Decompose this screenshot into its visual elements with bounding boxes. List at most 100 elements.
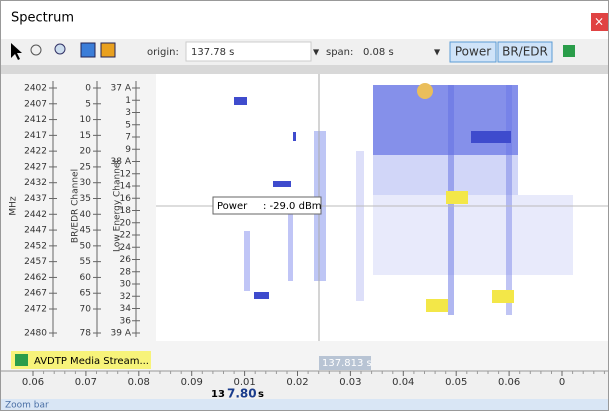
signal-stripe [244, 231, 250, 291]
zoom-bar[interactable] [1, 399, 608, 410]
color-tool[interactable] [100, 42, 116, 58]
mhz-tick-label: 2412 [24, 115, 47, 125]
time-tick-label: 0.08 [128, 377, 150, 388]
time-tick-label: 0.09 [181, 377, 203, 388]
le-tick-label: 9 [125, 145, 131, 155]
hand-tool[interactable] [30, 44, 42, 56]
le-tick-label: 7 [125, 133, 131, 143]
bredr-axis-title: BR/EDR Channel [71, 169, 81, 243]
signal-burst [471, 131, 511, 143]
mhz-tick-label: 2462 [24, 273, 47, 283]
time-tick-label: 0.05 [445, 377, 467, 388]
le-tick-label: 22 [120, 231, 131, 241]
axes: 2402240724122417242224272432243724422447… [24, 81, 140, 339]
bredr-tick-label: 30 [80, 178, 92, 188]
time-center-value: 7.80 [227, 387, 257, 401]
origin-value[interactable]: 137.78 s [191, 47, 234, 58]
le-tick-label: 28 [120, 267, 132, 277]
time-center-prefix: 13 [211, 389, 225, 400]
le-tick-label: 20 [120, 218, 132, 228]
bredr-button-label[interactable]: BR/EDR [502, 45, 548, 59]
bredr-tick-label: 55 [80, 257, 91, 267]
mhz-tick-label: 2442 [24, 210, 47, 220]
time-axis: 0.06 0.07 0.08 0.09 0.01 0.02 0.03 0.04 0.05 0.06… [22, 371, 605, 388]
time-tick-label: 0.01 [233, 377, 255, 388]
mhz-tick-label: 2417 [24, 131, 47, 141]
time-center-unit: s [258, 389, 264, 400]
dropdown-arrow[interactable]: ▼ [434, 48, 441, 57]
bredr-tick-label: 70 [80, 305, 92, 315]
window-title: Spectrum [11, 11, 74, 26]
cursor-time-box [319, 356, 371, 370]
bredr-tick-label: 10 [80, 115, 92, 125]
le-tick-label: 1 [125, 96, 131, 106]
tooltip-label: Power [217, 201, 248, 212]
span-label: span: [326, 47, 353, 58]
mhz-tick-label: 2427 [24, 162, 47, 172]
le-tick-label: 32 [120, 292, 131, 302]
tooltip-value: : -29.0 dBm [263, 201, 322, 212]
le-tick-label: 34 [120, 304, 132, 314]
filter-tool[interactable] [563, 45, 575, 57]
signal-stripe [356, 151, 364, 301]
dropdown-arrow[interactable]: ▼ [313, 48, 320, 57]
le-tick-label: 38 A [111, 157, 132, 167]
view-tool[interactable] [80, 42, 96, 58]
zoom-tool[interactable] [54, 43, 66, 55]
bredr-tick-label: 45 [80, 226, 91, 236]
le-tick-label: 26 [120, 255, 132, 265]
cursor-time: 137.813 s [322, 358, 372, 369]
signal-band [373, 155, 518, 195]
le-tick-label: 18 [120, 206, 132, 216]
bredr-tick-label: 25 [80, 162, 91, 172]
bredr-tick-label: 0 [85, 84, 91, 94]
time-axis-panel [1, 371, 608, 399]
bredr-tick-label: 78 [80, 329, 92, 339]
le-tick-label: 37 A [111, 84, 132, 94]
le-tick-label: 5 [125, 120, 131, 130]
signal-burst [293, 132, 296, 141]
le-tick-label: 39 A [111, 329, 132, 339]
le-tick-label: 14 [120, 182, 132, 192]
time-tick-label: 0.06 [498, 377, 520, 388]
le-tick-label: 3 [125, 108, 131, 118]
time-tick-label: 0.03 [339, 377, 361, 388]
mhz-tick-label: 2480 [24, 329, 47, 339]
le-tick-label: 16 [120, 194, 132, 204]
signal-band [373, 85, 518, 155]
le-axis-title: Low Energy Channel [113, 160, 123, 252]
packet-marker [492, 290, 514, 303]
time-tick-label: 0.02 [286, 377, 308, 388]
pointer-tool[interactable] [11, 43, 22, 60]
mhz-tick-label: 2472 [24, 305, 47, 315]
origin-label: origin: [147, 47, 179, 58]
marker-label[interactable]: AVDTP Media Stream... [34, 356, 149, 367]
signal-burst [234, 97, 247, 105]
mhz-tick-label: 2422 [24, 147, 47, 157]
frequency-axis-panel [1, 74, 156, 341]
close-icon[interactable]: × [594, 15, 604, 29]
close-button[interactable] [591, 13, 608, 31]
origin-input[interactable] [185, 41, 312, 62]
time-tick-label: 0.07 [75, 377, 97, 388]
le-tick-label: 30 [120, 280, 132, 290]
bredr-tick-label: 5 [85, 99, 91, 109]
power-button-label[interactable]: Power [455, 45, 491, 59]
bredr-button[interactable] [497, 41, 553, 63]
mhz-tick-label: 2432 [24, 178, 47, 188]
signal-burst [273, 181, 291, 187]
signal-burst [254, 292, 269, 299]
time-tick-label: 0 [559, 377, 565, 388]
mhz-axis-title: MHz [9, 196, 19, 216]
mhz-tick-label: 2452 [24, 241, 47, 251]
bredr-tick-label: 15 [80, 131, 91, 141]
mhz-tick-label: 2407 [24, 99, 47, 109]
zoom-bar-label[interactable]: Zoom bar [5, 401, 49, 411]
marker-label-box[interactable] [11, 351, 151, 369]
power-button[interactable] [449, 41, 497, 63]
device-icon[interactable] [417, 83, 433, 99]
span-value[interactable]: 0.08 s [363, 47, 394, 58]
ruler-strip [1, 65, 608, 74]
le-tick-label: 36 [120, 316, 132, 326]
